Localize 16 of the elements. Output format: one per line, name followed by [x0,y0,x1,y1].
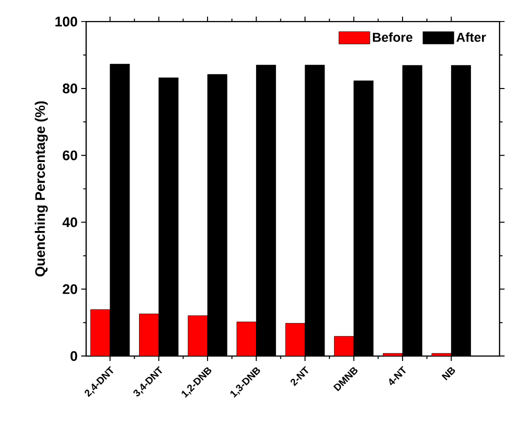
bar [188,315,208,356]
x-tick-label: NB [442,367,455,380]
y-axis-title: Quenching Percentage (%) [34,101,48,276]
bar [90,309,110,356]
bar [334,336,354,356]
y-tick-label: 0 [70,350,78,361]
bar [139,314,159,356]
y-tick-label: 40 [62,217,78,228]
legend-label: Before [372,32,412,42]
y-tick-label: 100 [55,16,78,26]
y-tick-label: 80 [62,83,78,94]
legend-label: After [456,32,486,42]
y-tick-label: 60 [62,150,78,160]
bar [285,322,306,356]
y-tick-label: 20 [62,284,78,294]
bar [236,322,256,356]
